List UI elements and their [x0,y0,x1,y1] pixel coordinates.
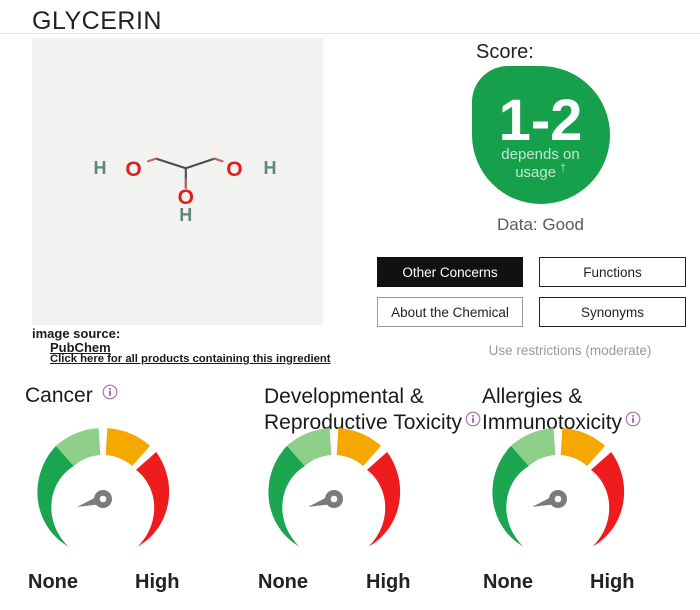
svg-text:O: O [226,158,242,181]
svg-text:H: H [264,158,277,178]
svg-text:H: H [94,158,107,178]
svg-text:O: O [125,158,141,181]
svg-text:O: O [178,186,194,209]
